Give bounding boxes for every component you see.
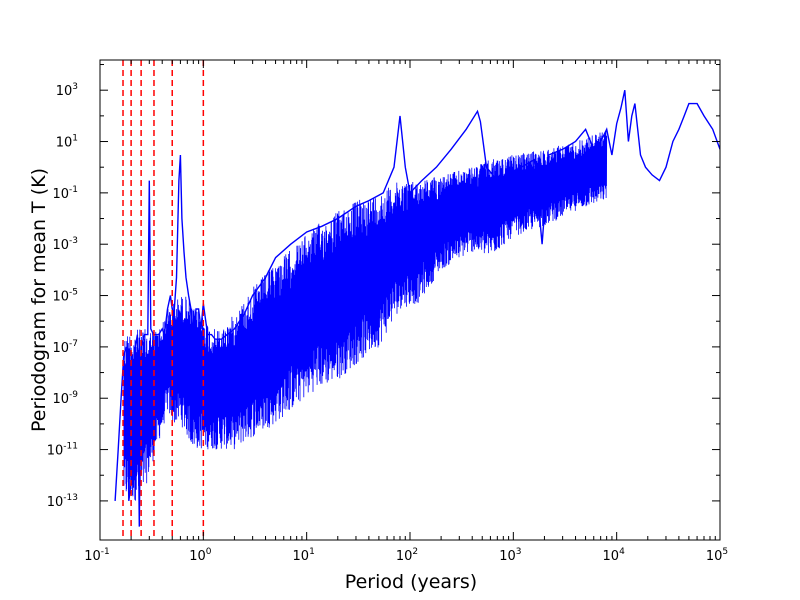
- y-axis-label: Periodogram for mean T (K): [28, 168, 50, 432]
- y-tick-label-7: 101: [56, 134, 78, 151]
- x-tick-label-6: 105: [706, 547, 728, 564]
- y-tick-label-4: 10-5: [52, 288, 78, 305]
- y-tick-label-0: 10-13: [47, 493, 78, 510]
- x-tick-label-1: 100: [189, 547, 212, 564]
- plot-content: [114, 90, 720, 527]
- y-tick-label-1: 10-11: [47, 442, 78, 459]
- y-tick-label-8: 103: [56, 82, 78, 99]
- series-0-line: [114, 90, 720, 527]
- x-tick-label-0: 10-1: [84, 547, 110, 564]
- y-tick-label-3: 10-7: [52, 339, 78, 356]
- y-tick-label-6: 10-1: [52, 185, 78, 202]
- harmonic-lines: [122, 60, 205, 540]
- x-tick-label-5: 104: [603, 547, 626, 564]
- x-axis: 10-1 100 101 102 103 104 105: [84, 60, 728, 564]
- y-tick-label-5: 10-3: [52, 236, 78, 253]
- series-1-noise-band: [123, 130, 608, 501]
- x-tick-label-3: 102: [396, 547, 418, 564]
- x-tick-label-2: 101: [293, 547, 315, 564]
- x-axis-label: Period (years): [345, 571, 477, 593]
- y-tick-label-2: 10-9: [52, 390, 78, 407]
- x-tick-label-4: 103: [499, 547, 521, 564]
